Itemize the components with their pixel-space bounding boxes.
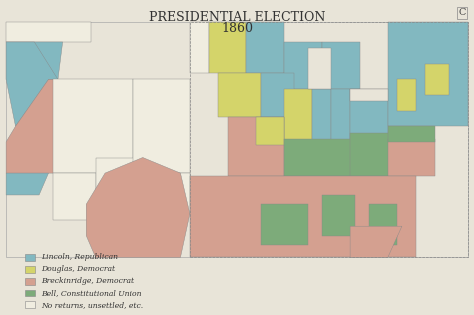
Polygon shape — [209, 22, 246, 73]
Polygon shape — [190, 22, 209, 73]
Polygon shape — [6, 42, 58, 126]
Polygon shape — [388, 22, 468, 126]
Text: Bell, Constitutional Union: Bell, Constitutional Union — [41, 289, 141, 297]
Polygon shape — [331, 89, 350, 142]
Polygon shape — [350, 89, 388, 142]
Polygon shape — [312, 89, 331, 142]
Polygon shape — [397, 79, 416, 111]
Text: Douglas, Democrat: Douglas, Democrat — [41, 265, 115, 273]
Polygon shape — [350, 226, 402, 257]
Polygon shape — [133, 173, 190, 214]
Polygon shape — [261, 204, 308, 245]
Text: PRESIDENTIAL ELECTION: PRESIDENTIAL ELECTION — [149, 11, 325, 24]
Bar — [25, 301, 36, 308]
Text: Breckinridge, Democrat: Breckinridge, Democrat — [41, 277, 134, 285]
Polygon shape — [261, 73, 293, 117]
Polygon shape — [322, 42, 359, 89]
Polygon shape — [350, 89, 388, 101]
Bar — [25, 254, 36, 261]
Polygon shape — [96, 158, 166, 236]
Polygon shape — [388, 139, 435, 176]
Polygon shape — [53, 173, 96, 220]
Polygon shape — [369, 204, 397, 245]
Polygon shape — [133, 79, 190, 173]
Text: 1860: 1860 — [221, 22, 253, 35]
Polygon shape — [426, 64, 449, 95]
Polygon shape — [256, 117, 284, 145]
Text: Lincoln, Republican: Lincoln, Republican — [41, 253, 118, 261]
Polygon shape — [388, 126, 435, 142]
Polygon shape — [53, 79, 133, 173]
Bar — [25, 278, 36, 284]
Polygon shape — [6, 22, 91, 42]
Polygon shape — [322, 195, 355, 236]
Bar — [6, 22, 468, 257]
Polygon shape — [218, 73, 261, 117]
Polygon shape — [284, 139, 388, 176]
Polygon shape — [284, 42, 322, 89]
Polygon shape — [284, 89, 312, 142]
Polygon shape — [6, 173, 48, 195]
Polygon shape — [86, 158, 190, 257]
Bar — [25, 266, 36, 273]
Text: No returns, unsettled, etc.: No returns, unsettled, etc. — [41, 301, 143, 309]
Bar — [25, 289, 36, 296]
Polygon shape — [350, 133, 416, 176]
Polygon shape — [190, 176, 416, 257]
Polygon shape — [308, 48, 331, 89]
Text: C: C — [458, 8, 465, 17]
Polygon shape — [6, 79, 63, 173]
Polygon shape — [228, 117, 284, 176]
Polygon shape — [6, 42, 63, 79]
Polygon shape — [246, 22, 284, 73]
